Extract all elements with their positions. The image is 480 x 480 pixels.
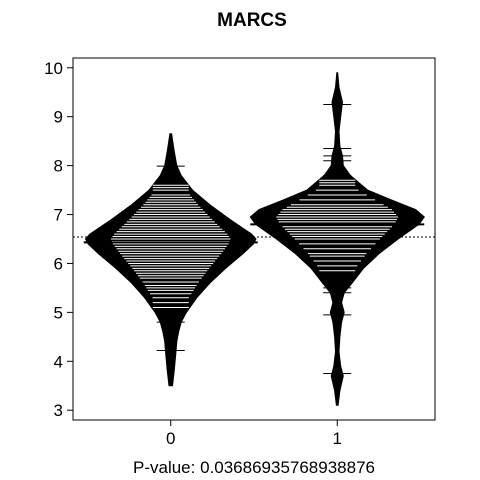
y-tick-label: 8 [54, 157, 63, 176]
x-axis-label: P-value: 0.03686935768938876 [133, 458, 375, 477]
y-tick-label: 9 [54, 108, 63, 127]
beans-layer [73, 72, 435, 406]
y-tick-label: 7 [54, 206, 63, 225]
x-tick-label: 0 [166, 429, 175, 448]
bean-density-0 [84, 133, 257, 387]
chart-title: MARCS [217, 10, 287, 31]
y-tick-label: 4 [54, 352, 63, 371]
y-tick-label: 5 [54, 303, 63, 322]
x-tick-label: 1 [333, 429, 342, 448]
y-axis: 3 4 5 6 7 8 9 10 [44, 59, 73, 420]
y-tick-label: 10 [44, 59, 63, 78]
y-tick-label: 6 [54, 254, 63, 273]
y-tick-label: 3 [54, 401, 63, 420]
plot-frame [72, 57, 436, 421]
